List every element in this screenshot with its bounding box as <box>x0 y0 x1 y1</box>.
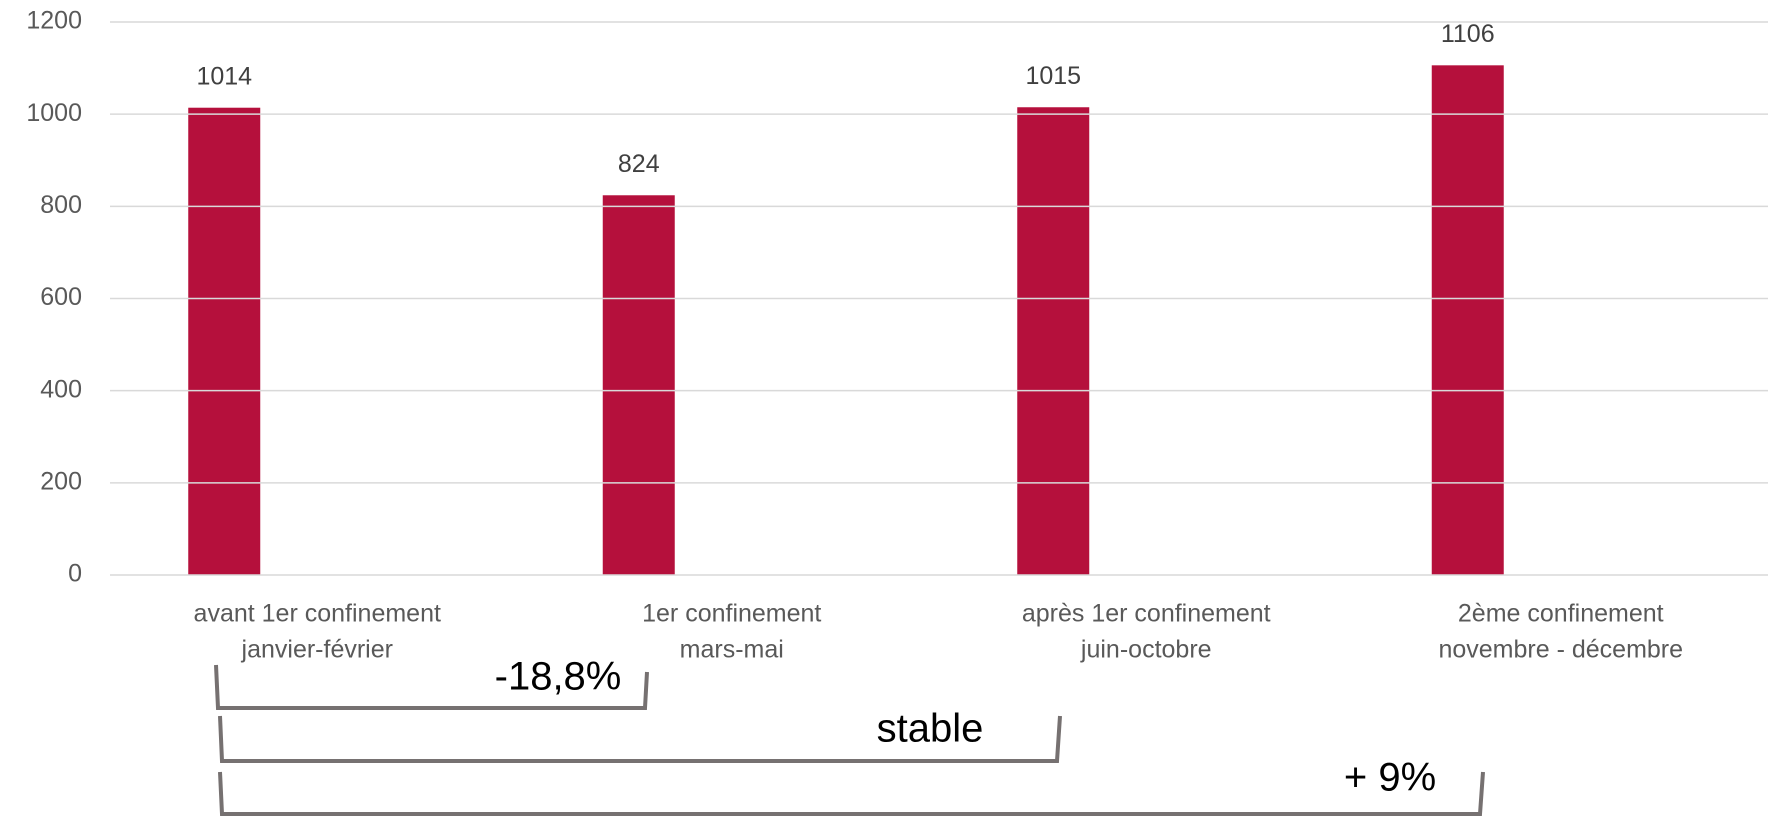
x-tick-label: avant 1er confinement <box>194 600 441 628</box>
data-label: 1014 <box>196 62 252 90</box>
x-tick-label: 2ème confinement <box>1458 600 1664 628</box>
x-tick-label: janvier-février <box>241 636 393 664</box>
y-tick-label: 400 <box>40 375 82 403</box>
y-tick-label: 1200 <box>26 7 82 35</box>
bar <box>188 107 261 575</box>
annotation: -18,8% <box>495 655 622 699</box>
y-tick-label: 200 <box>40 467 82 495</box>
bar <box>1431 65 1504 576</box>
x-tick-label: juin-octobre <box>1080 636 1212 664</box>
y-tick-label: 0 <box>68 560 82 588</box>
bar <box>602 195 675 576</box>
annotation: stable <box>877 707 984 751</box>
bar <box>1017 107 1090 576</box>
data-label: 1015 <box>1025 62 1081 90</box>
bracket <box>218 715 1062 763</box>
x-tick-label: après 1er confinement <box>1022 600 1271 628</box>
y-tick-label: 800 <box>40 191 82 219</box>
bracket <box>214 664 649 710</box>
y-tick-label: 1000 <box>26 99 82 127</box>
bracket <box>218 771 1485 816</box>
y-tick-label: 600 <box>40 283 82 311</box>
data-label: 824 <box>618 150 660 178</box>
data-label: 1106 <box>1441 20 1495 48</box>
x-tick-label: 1er confinement <box>642 600 821 628</box>
x-tick-label: novembre - décembre <box>1438 636 1683 664</box>
annotation: + 9% <box>1344 756 1436 800</box>
x-tick-label: mars-mai <box>680 636 784 664</box>
